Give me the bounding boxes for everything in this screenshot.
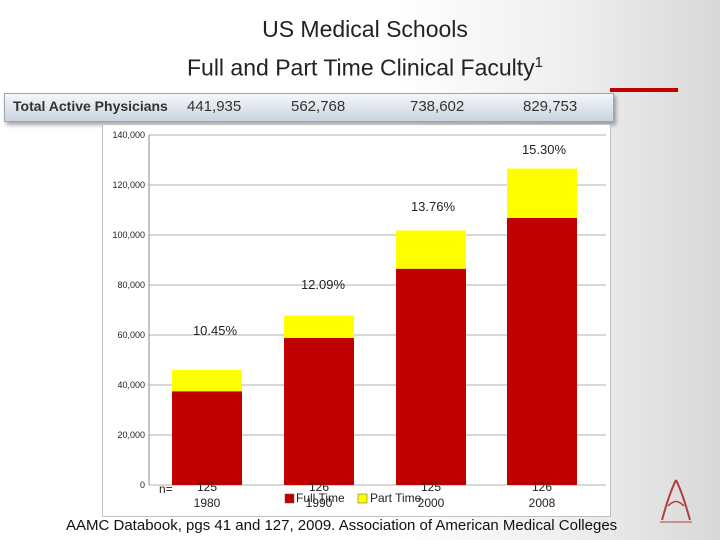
x-category-label: 2000 — [418, 496, 445, 510]
accent-line — [610, 88, 678, 92]
y-tick-label: 20,000 — [117, 430, 145, 440]
bar-full-time — [507, 218, 577, 485]
title-footnote-marker: 1 — [534, 54, 544, 71]
page-title-line1: US Medical Schools — [262, 16, 468, 42]
legend-label-part-time: Part Time — [370, 491, 422, 505]
x-category-label: 1980 — [194, 496, 221, 510]
n-prefix-label: n= — [159, 482, 173, 496]
total-active-physicians-bar: Total Active Physicians 441,935 562,768 … — [4, 93, 614, 122]
aamc-logo-icon — [660, 479, 692, 523]
n-value-label: 125 — [197, 480, 217, 494]
percent-label: 13.76% — [411, 199, 456, 214]
chart-area: 0 20,000 40,000 60,000 80,000 100,000 120,000 1… — [102, 124, 611, 517]
bar-full-time — [284, 338, 354, 485]
n-value-label: 126 — [309, 480, 329, 494]
legend-label-full-time: Full Time — [296, 491, 345, 505]
physicians-value-1980: 441,935 — [187, 98, 242, 115]
legend-swatch-part-time — [357, 493, 368, 504]
y-tick-label: 60,000 — [117, 330, 145, 340]
physicians-value-2008: 829,753 — [523, 98, 578, 115]
y-tick-label: 80,000 — [117, 280, 145, 290]
percent-label: 12.09% — [301, 277, 346, 292]
page-title-line2: Full and Part Time Clinical Faculty1 — [186, 54, 544, 81]
n-value-label: 125 — [421, 480, 441, 494]
y-tick-label: 40,000 — [117, 380, 145, 390]
bar-part-time — [284, 315, 354, 338]
legend-swatch-full-time — [284, 493, 295, 504]
n-value-label: 126 — [532, 480, 552, 494]
y-tick-label: 100,000 — [112, 230, 145, 240]
y-tick-label: 140,000 — [112, 130, 145, 140]
bar-part-time — [172, 370, 242, 392]
physicians-value-2000: 738,602 — [410, 98, 465, 115]
y-tick-label: 120,000 — [112, 180, 145, 190]
bar-full-time — [396, 268, 466, 485]
bar-part-time — [396, 230, 466, 269]
bar-part-time — [507, 168, 577, 218]
x-category-label: 2008 — [529, 496, 556, 510]
x-category-label: 1990 — [306, 496, 333, 510]
source-footer: AAMC Databook, pgs 41 and 127, 2009. Ass… — [66, 517, 618, 534]
physicians-value-1990: 562,768 — [291, 98, 346, 115]
y-tick-label: 0 — [140, 480, 145, 490]
stacked-bar-chart: 0 20,000 40,000 60,000 80,000 100,000 120,000 1… — [112, 130, 606, 510]
bar-full-time — [172, 391, 242, 485]
percent-label: 10.45% — [193, 323, 238, 338]
percent-label: 15.30% — [522, 142, 567, 157]
physicians-label: Total Active Physicians — [13, 98, 168, 114]
